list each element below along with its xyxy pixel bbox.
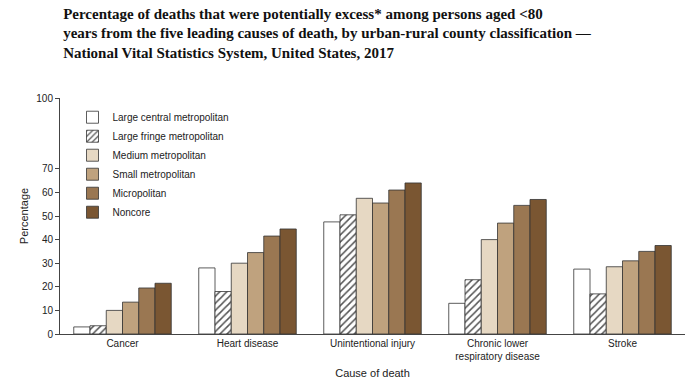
svg-text:Chronic lowerrespiratory disea: Chronic lowerrespiratory disease [455, 338, 540, 362]
svg-text:Small metropolitan: Small metropolitan [113, 169, 196, 180]
svg-text:50: 50 [42, 211, 54, 222]
svg-text:Cancer: Cancer [106, 338, 139, 349]
svg-text:Medium metropolitan: Medium metropolitan [113, 150, 206, 161]
svg-text:70: 70 [42, 163, 54, 174]
svg-text:20: 20 [42, 281, 54, 292]
svg-text:Cause of death: Cause of death [335, 367, 410, 379]
svg-text:Noncore: Noncore [113, 207, 151, 218]
svg-text:30: 30 [42, 258, 54, 269]
svg-text:0: 0 [47, 329, 53, 340]
svg-text:Stroke: Stroke [608, 338, 637, 349]
svg-text:10: 10 [42, 305, 54, 316]
svg-text:Percentage of deaths that were: Percentage of deaths that were potential… [63, 6, 592, 61]
svg-text:Heart disease: Heart disease [217, 338, 279, 349]
svg-text:Micropolitan: Micropolitan [113, 188, 167, 199]
svg-text:Large central metropolitan: Large central metropolitan [113, 112, 229, 123]
svg-text:100: 100 [36, 93, 53, 104]
svg-text:Unintentional injury: Unintentional injury [330, 338, 415, 349]
svg-text:60: 60 [42, 187, 54, 198]
svg-text:Percentage: Percentage [18, 188, 30, 244]
svg-text:Large fringe metropolitan: Large fringe metropolitan [113, 131, 224, 142]
svg-text:40: 40 [42, 234, 54, 245]
